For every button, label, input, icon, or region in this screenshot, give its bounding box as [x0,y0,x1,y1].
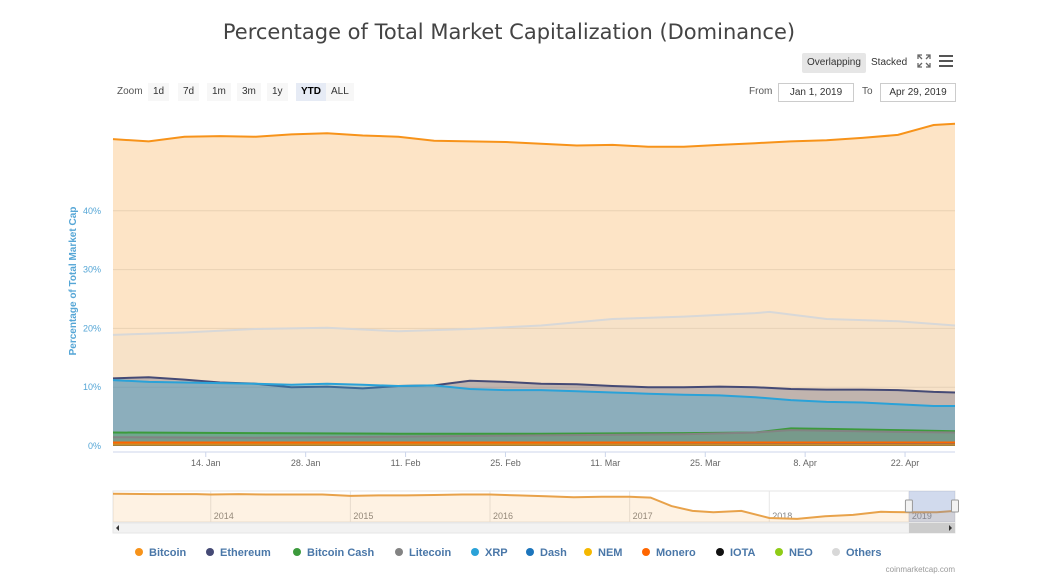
zoom-1y-button[interactable]: 1y [267,83,288,101]
legend-item-bitcoin-cash[interactable]: Bitcoin Cash [293,546,374,560]
dominance-chart: 0% 10% 20% 30% 40% 14. Jan 28. Jan 11. Feb 25. … [68,122,959,534]
y-axis-label: Percentage of Total Market Cap [68,207,79,356]
navigator-year-label: 2015 [353,511,373,521]
navigator-right-handle[interactable] [951,499,959,513]
y-tick-label: 30% [83,265,101,275]
legend-label: NEO [789,547,813,559]
y-tick-label: 40% [83,206,101,216]
legend-label: Litecoin [409,547,452,559]
hamburger-menu-icon[interactable] [938,54,954,70]
bitcoin-area [113,123,955,447]
overlapping-button[interactable]: Overlapping [802,53,866,73]
zoom-label: Zoom [117,86,143,97]
from-label: From [749,86,773,97]
x-tick-label: 25. Feb [490,458,521,468]
legend-marker-icon [471,548,479,556]
others-line[interactable] [112,310,956,336]
navigator-year-label: 2018 [772,511,792,521]
legend-label: Ethereum [220,547,271,559]
legend-item-nem[interactable]: NEM [584,546,622,560]
legend-marker-icon [206,548,214,556]
fullscreen-icon[interactable] [917,54,933,70]
navigator-year-label: 2016 [493,511,513,521]
legend-item-ethereum[interactable]: Ethereum [206,546,271,560]
x-tick-label: 11. Mar [590,458,620,468]
legend-item-monero[interactable]: Monero [642,546,696,560]
scroll-right-arrow-icon[interactable] [949,525,952,531]
legend-marker-icon [716,548,724,556]
navigator-line [112,492,956,520]
legend-marker-icon [395,548,403,556]
xrp-area [113,380,955,446]
to-date-input[interactable]: Apr 29, 2019 [880,83,956,102]
ethereum-area [113,377,955,446]
scrollbar-thumb[interactable] [908,523,955,533]
legend-item-bitcoin[interactable]: Bitcoin [135,546,186,560]
legend-marker-icon [135,548,143,556]
navigator[interactable]: 2014 2015 2016 2017 2018 2019 [112,490,959,534]
legend-item-dash[interactable]: Dash [526,546,567,560]
legend-label: Bitcoin [149,547,187,559]
legend-marker-icon [642,548,650,556]
litecoin-line[interactable] [112,429,956,439]
legend: Bitcoin Ethereum Bitcoin Cash Litecoin XRP Da… [0,546,1018,560]
x-tick-label: 28. Jan [291,458,321,468]
y-tick-label: 10% [83,382,101,392]
legend-item-xrp[interactable]: XRP [471,546,508,560]
zoom-7d-button[interactable]: 7d [178,83,200,101]
legend-label: Bitcoin Cash [307,547,375,559]
xrp-line[interactable] [112,379,955,407]
navigator-year-label: 2014 [214,511,234,521]
legend-marker-icon [293,548,301,556]
x-tick-label: 8. Apr [793,458,817,468]
legend-marker-icon [526,548,534,556]
legend-label: Monero [656,547,696,559]
y-tick-label: 20% [83,323,101,333]
x-tick-label: 25. Mar [690,458,721,468]
legend-label: XRP [485,547,508,559]
zoom-3m-button[interactable]: 3m [237,83,261,101]
chart-title: Percentage of Total Market Capitalizatio… [222,20,796,44]
legend-item-neo[interactable]: NEO [775,546,813,560]
legend-item-iota[interactable]: IOTA [716,546,755,560]
stacked-button[interactable]: Stacked [871,57,908,68]
bitcoin-line[interactable] [112,122,956,148]
scroll-left-arrow-icon[interactable] [116,525,119,531]
legend-marker-icon [832,548,840,556]
zoom-all-button[interactable]: ALL [326,83,354,101]
legend-label: Others [846,547,882,559]
credit-link[interactable]: coinmarketcap.com [885,565,955,574]
legend-marker-icon [584,548,592,556]
legend-item-litecoin[interactable]: Litecoin [395,546,451,560]
to-label: To [862,86,873,97]
legend-item-others[interactable]: Others [832,546,881,560]
zoom-1m-button[interactable]: 1m [207,83,231,101]
legend-label: IOTA [730,547,756,559]
navigator-left-handle[interactable] [904,499,913,513]
navigator-area [113,493,955,522]
x-tick-label: 11. Feb [391,458,421,468]
y-tick-label: 0% [88,441,101,451]
legend-label: NEM [598,547,623,559]
zoom-ytd-button[interactable]: YTD [296,83,326,101]
others-area [113,311,955,446]
zoom-1d-button[interactable]: 1d [148,83,170,101]
x-tick-label: 14. Jan [191,458,221,468]
navigator-year-label: 2017 [633,511,653,521]
navigator-window[interactable] [908,491,955,522]
x-tick-label: 22. Apr [891,458,920,468]
legend-label: Dash [540,547,567,559]
legend-marker-icon [775,548,783,556]
from-date-input[interactable]: Jan 1, 2019 [778,83,854,102]
navigator-year-label: 2019 [912,511,932,521]
scrollbar-track[interactable] [112,522,956,534]
